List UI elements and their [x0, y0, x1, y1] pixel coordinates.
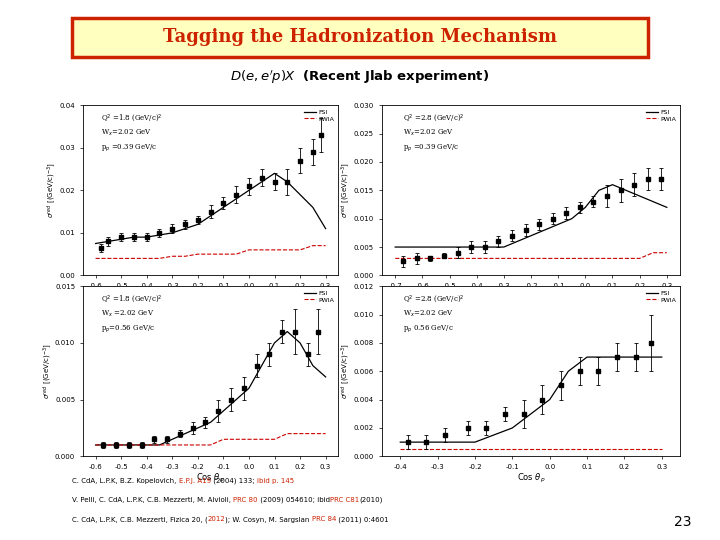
Text: C. CdA, L.P.K, C.B. Mezzerti, Fizica 20, (: C. CdA, L.P.K, C.B. Mezzerti, Fizica 20,…: [72, 516, 208, 523]
X-axis label: Cos $\theta_p$: Cos $\theta_p$: [197, 291, 225, 304]
Text: (2004) 133;: (2004) 133;: [211, 477, 256, 484]
Text: PRC C81: PRC C81: [330, 497, 359, 503]
Legend: FSI, PWIA: FSI, PWIA: [645, 109, 678, 123]
Text: Q$^2$ =2.8 (GeV/c)$^2$
W$_x$=2.02 GeV
p$_p$ =0.39 GeV/c: Q$^2$ =2.8 (GeV/c)$^2$ W$_x$=2.02 GeV p$…: [402, 112, 464, 154]
Text: Q$^2$ =2.8 (GeV/c)$^2$
W$_x$=2.02 GeV
p$_p$ 0.56 GeV/c: Q$^2$ =2.8 (GeV/c)$^2$ W$_x$=2.02 GeV p$…: [402, 293, 464, 335]
Legend: FSI, PWIA: FSI, PWIA: [645, 289, 678, 304]
Text: V. Pelli, C. CdA, L.P.K, C.B. Mezzerti, M. Alvioli,: V. Pelli, C. CdA, L.P.K, C.B. Mezzerti, …: [72, 497, 233, 503]
Text: PRC 80: PRC 80: [233, 497, 258, 503]
Legend: FSI, PWIA: FSI, PWIA: [303, 109, 336, 123]
Text: C. CdA, L.P.K, B.Z. Kopelovich,: C. CdA, L.P.K, B.Z. Kopelovich,: [72, 477, 179, 484]
Y-axis label: $\sigma^{red}$ [(GeV/c)$^{-3}$]: $\sigma^{red}$ [(GeV/c)$^{-3}$]: [340, 163, 352, 218]
Text: 23: 23: [674, 515, 691, 529]
Text: Q$^2$ =1.8 (GeV/c)$^2$
W$_x$=2.02 GeV
p$_p$ =0.39 GeV/c: Q$^2$ =1.8 (GeV/c)$^2$ W$_x$=2.02 GeV p$…: [101, 112, 162, 154]
Text: PRC 84: PRC 84: [312, 516, 336, 523]
Y-axis label: $\sigma^{red}$ [(GeV/c)$^{-3}$]: $\sigma^{red}$ [(GeV/c)$^{-3}$]: [45, 163, 58, 218]
Text: E.P.J. A19: E.P.J. A19: [179, 477, 211, 484]
Text: (2009) 054610; ibid: (2009) 054610; ibid: [258, 497, 330, 503]
X-axis label: Cos $\theta_p$: Cos $\theta_p$: [517, 472, 545, 485]
Text: Q$^2$ =1.8 (GeV/c)$^2$
W$_x$ =2.02 GeV
p$_p$=0.56 GeV/c: Q$^2$ =1.8 (GeV/c)$^2$ W$_x$ =2.02 GeV p…: [101, 293, 162, 335]
Y-axis label: $\sigma^{red}$ [(GeV/c)$^{-3}$]: $\sigma^{red}$ [(GeV/c)$^{-3}$]: [41, 343, 53, 399]
FancyBboxPatch shape: [72, 18, 648, 57]
Text: ); W. Cosyn, M. Sargslan: ); W. Cosyn, M. Sargslan: [225, 516, 312, 523]
Text: (2010): (2010): [359, 497, 382, 503]
Y-axis label: $\sigma^{red}$ [(GeV/c)$^{-3}$]: $\sigma^{red}$ [(GeV/c)$^{-3}$]: [340, 343, 352, 399]
X-axis label: Cos $\theta_p$: Cos $\theta_p$: [197, 472, 225, 485]
Text: 2012: 2012: [208, 516, 225, 523]
Text: Tagging the Hadronization Mechanism: Tagging the Hadronization Mechanism: [163, 28, 557, 46]
Text: $D(e, e'p)X$  $\mathbf{(Recent\ Jlab\ experiment)}$: $D(e, e'p)X$ $\mathbf{(Recent\ Jlab\ exp…: [230, 68, 490, 86]
X-axis label: Cos $\theta_p$: Cos $\theta_p$: [517, 291, 545, 304]
Legend: FSI, PWIA: FSI, PWIA: [303, 289, 336, 304]
Text: ibid p. 145: ibid p. 145: [256, 477, 294, 484]
Text: (2011) 0:4601: (2011) 0:4601: [336, 516, 389, 523]
